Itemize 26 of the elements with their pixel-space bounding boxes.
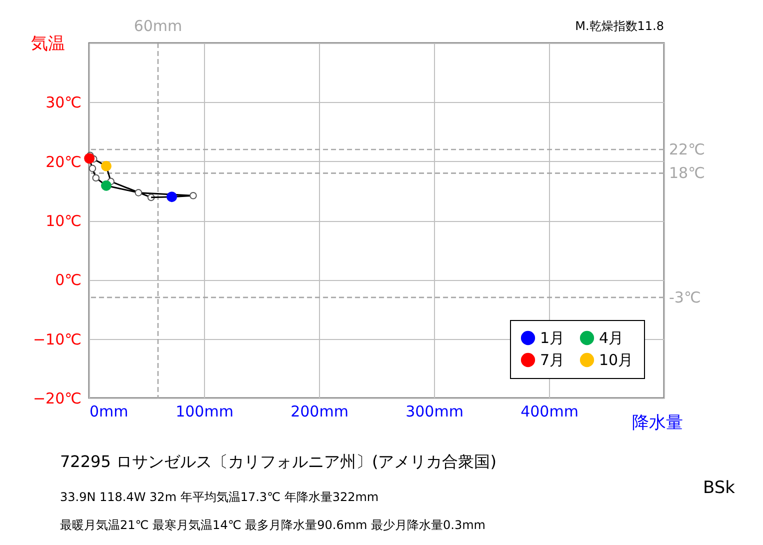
legend-label: 10月 <box>599 351 634 369</box>
ref-line-label: -3℃ <box>669 288 701 306</box>
ref-line-label: 18℃ <box>669 164 705 182</box>
y-tick-label: 20℃ <box>46 152 82 171</box>
x-tick-label: 200mm <box>290 402 348 420</box>
ref-line-label: 60mm <box>134 17 182 35</box>
x-tick-label: 400mm <box>520 402 578 420</box>
y-tick-label: 10℃ <box>46 212 82 230</box>
legend-label: 4月 <box>599 329 624 347</box>
y-axis-title: 気温 <box>31 34 65 54</box>
x-tick-label: 100mm <box>176 402 234 420</box>
y-tick-label: −10℃ <box>32 330 82 348</box>
text: BSk <box>703 478 736 498</box>
y-tick-label: 0℃ <box>55 271 82 290</box>
text: 最暖月気温21℃ 最寒月気温14℃ 最多月降水量90.6mm 最少月降水量0.3mm <box>60 518 486 532</box>
x-tick-label: 300mm <box>406 402 464 420</box>
ref-line-label: 22℃ <box>669 140 705 158</box>
y-tick-label: −20℃ <box>32 390 82 408</box>
legend-label: 1月 <box>540 329 565 347</box>
legend-label: 7月 <box>540 351 565 369</box>
text: 72295 ロサンゼルス〔カリフォルニア州〕(アメリカ合衆国) <box>60 452 496 471</box>
x-axis-title: 降水量 <box>632 413 683 433</box>
x-tick-label: 0mm <box>90 402 128 420</box>
y-tick-label: 30℃ <box>46 94 82 112</box>
text: 33.9N 118.4W 32m 年平均気温17.3℃ 年降水量322mm <box>60 490 379 504</box>
text: M.乾燥指数11.8 <box>575 19 664 33</box>
